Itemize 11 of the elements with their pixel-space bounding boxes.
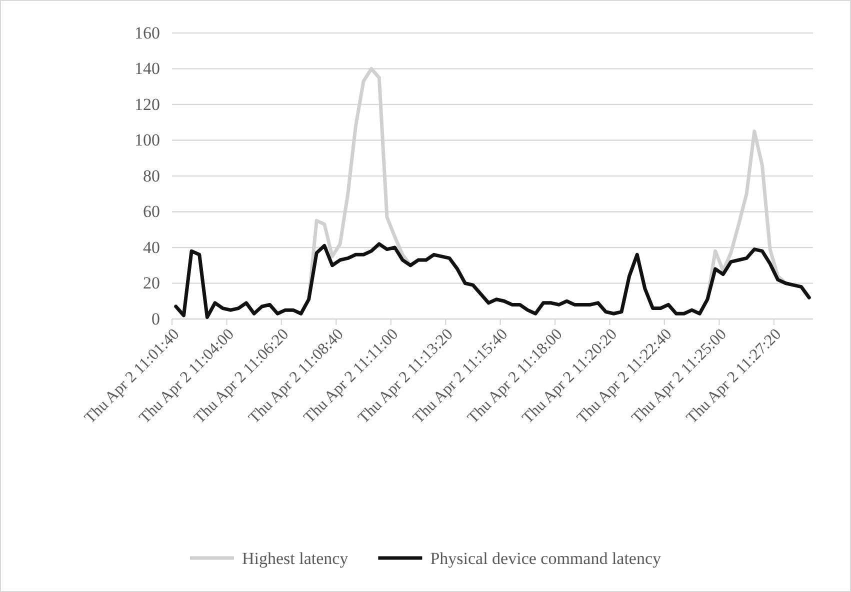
y-tick-label: 100 xyxy=(134,130,160,150)
y-tick-label: 0 xyxy=(152,309,160,328)
y-tick-label: 160 xyxy=(134,23,160,42)
y-tick-label: 140 xyxy=(134,59,160,78)
y-tick-label: 60 xyxy=(143,202,160,222)
y-tick-label: 120 xyxy=(134,94,160,114)
legend-label: Highest latency xyxy=(242,549,349,568)
y-tick-label: 80 xyxy=(143,166,160,186)
y-tick-label: 40 xyxy=(143,238,160,257)
y-tick-label: 20 xyxy=(143,274,160,293)
legend-label: Physical device command latency xyxy=(430,549,662,568)
